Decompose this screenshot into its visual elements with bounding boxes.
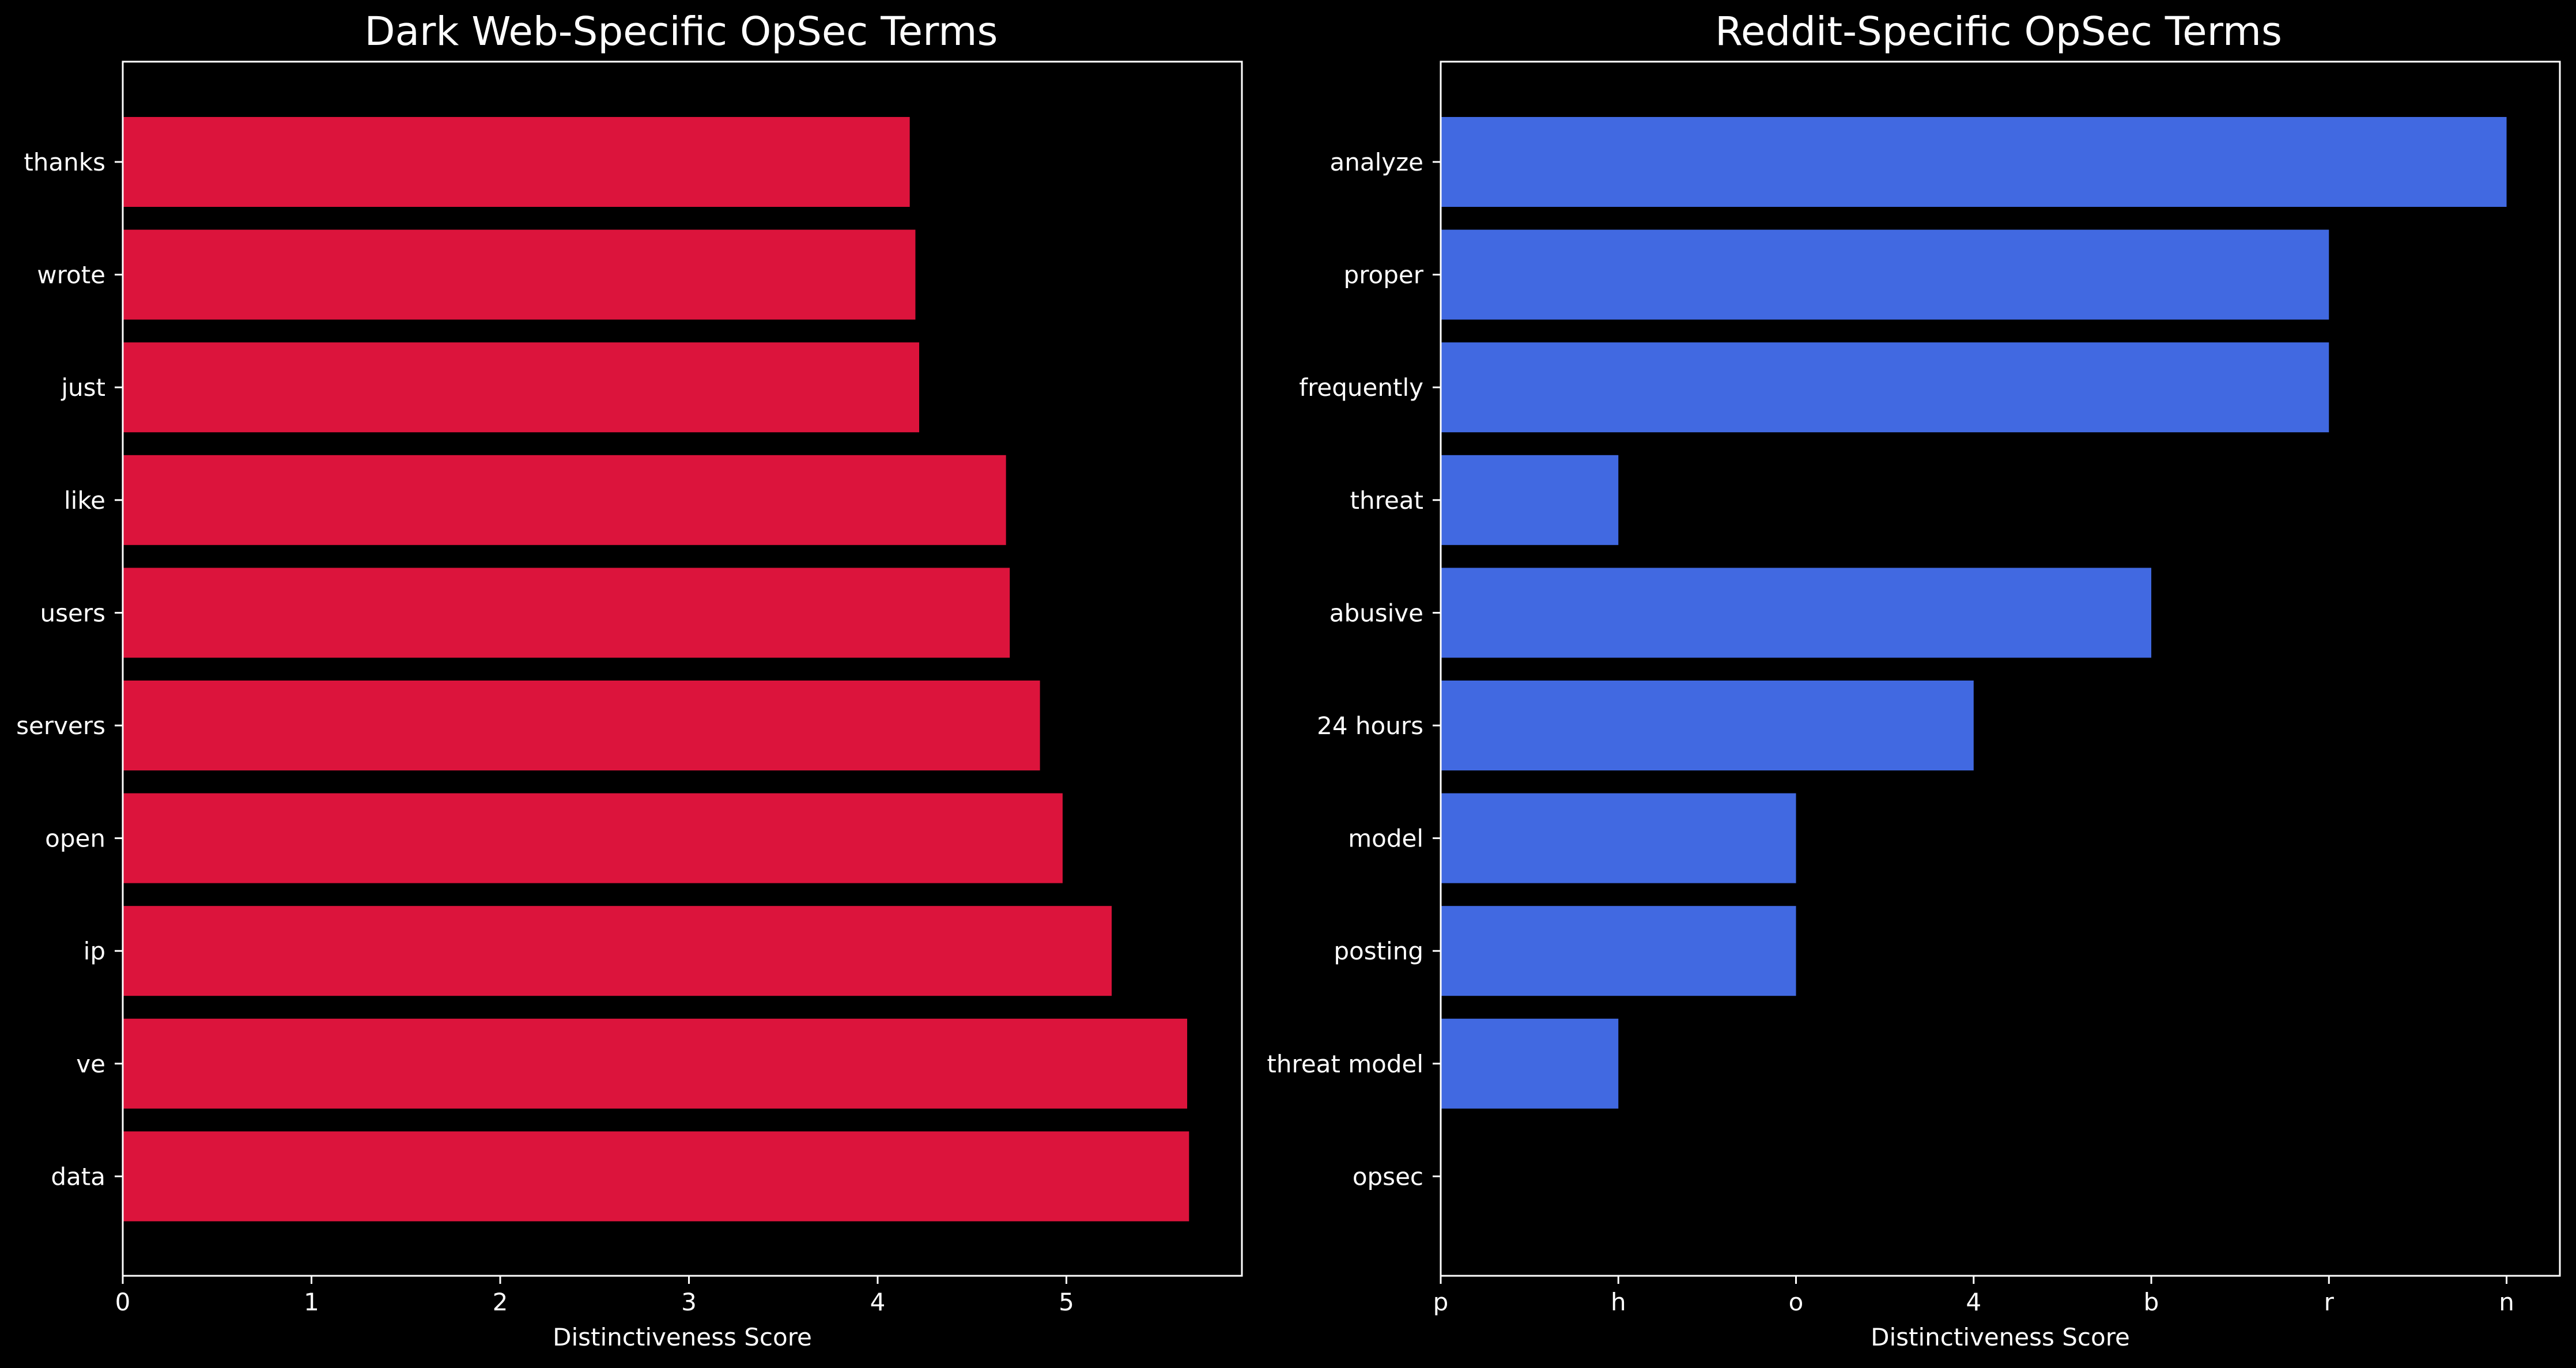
reddit-y-tick-label-5: 24 hours [1317, 712, 1423, 740]
reddit-x-tick-label-0: p [1433, 1288, 1449, 1316]
reddit-bar-6 [1441, 793, 1796, 883]
reddit-y-tick-label-3: threat [1350, 486, 1423, 515]
dark-web-y-tick-label-0: thanks [24, 148, 105, 176]
dark-web-chart: Dark Web-Specific OpSec Terms thanks wrot… [16, 9, 1243, 1351]
dark-web-y-tick-label-5: servers [16, 712, 105, 740]
reddit-x-tick-label-2: o [1789, 1288, 1804, 1316]
reddit-x-tick-label-5: r [2324, 1288, 2335, 1316]
reddit-y-tick-label-8: threat model [1267, 1050, 1423, 1078]
dark-web-bar-5 [123, 681, 1040, 770]
reddit-bar-7 [1441, 906, 1796, 996]
reddit-y-tick-label-7: posting [1334, 937, 1423, 965]
reddit-bar-2 [1441, 342, 2329, 433]
dark-web-x-tick-label-5: 5 [1059, 1288, 1074, 1316]
dark-web-y-tick-label-8: ve [76, 1050, 105, 1078]
dark-web-y-tick-label-3: like [64, 486, 105, 515]
dark-web-y-tick-label-2: just [61, 373, 105, 402]
reddit-y-ticks: analyze proper frequently threat abusive 24 h… [1267, 148, 1441, 1191]
reddit-bars [1441, 117, 2507, 1109]
reddit-y-tick-label-9: opsec [1353, 1162, 1423, 1191]
dark-web-y-tick-label-6: open [45, 825, 105, 853]
dark-web-bar-4 [123, 568, 1010, 658]
reddit-bar-8 [1441, 1018, 1619, 1109]
reddit-x-tick-label-1: h [1611, 1288, 1626, 1316]
dark-web-bar-6 [123, 793, 1063, 883]
reddit-x-tick-label-3: 4 [1966, 1288, 1981, 1316]
reddit-y-tick-label-4: abusive [1329, 599, 1423, 627]
reddit-bar-0 [1441, 117, 2507, 207]
dark-web-bar-9 [123, 1131, 1189, 1222]
dark-web-y-tick-label-9: data [51, 1162, 105, 1191]
reddit-chart: Reddit-Specific OpSec Terms analyze prope… [1267, 9, 2561, 1351]
dark-web-bar-7 [123, 906, 1112, 996]
dark-web-y-tick-label-4: users [40, 599, 106, 627]
reddit-bar-4 [1441, 568, 2152, 658]
dark-web-y-ticks: thanks wrote just like users servers open ip ve d… [16, 148, 123, 1191]
reddit-y-tick-label-2: frequently [1299, 373, 1423, 402]
reddit-bar-5 [1441, 681, 1974, 770]
dark-web-x-tick-label-1: 1 [304, 1288, 319, 1316]
dark-web-y-tick-label-1: wrote [37, 261, 105, 289]
dark-web-y-tick-label-7: ip [84, 937, 105, 965]
reddit-x-tick-label-6: n [2499, 1288, 2514, 1316]
dark-web-bar-3 [123, 455, 1006, 545]
dark-web-x-tick-label-3: 3 [681, 1288, 697, 1316]
dark-web-bar-1 [123, 229, 916, 320]
dark-web-x-tick-label-2: 2 [493, 1288, 508, 1316]
reddit-y-tick-label-0: analyze [1329, 148, 1423, 176]
dark-web-bars [123, 117, 1189, 1222]
reddit-plot-frame [1440, 61, 2561, 1277]
reddit-x-ticks: p h o 4 b r n [1433, 1276, 2514, 1316]
reddit-y-tick-label-1: proper [1344, 261, 1424, 289]
dark-web-x-tick-label-4: 4 [870, 1288, 886, 1316]
reddit-chart-title: Reddit-Specific OpSec Terms [1715, 9, 2282, 55]
reddit-x-tick-label-4: b [2144, 1288, 2159, 1316]
dark-web-x-tick-label-0: 0 [115, 1288, 131, 1316]
reddit-x-axis-label: Distinctiveness Score [1871, 1323, 2130, 1351]
dark-web-bar-0 [123, 117, 910, 207]
dark-web-bar-2 [123, 342, 919, 433]
dark-web-x-ticks: 0 1 2 3 4 5 [115, 1276, 1074, 1316]
reddit-y-tick-label-6: model [1348, 825, 1423, 853]
dark-web-x-axis-label: Distinctiveness Score [553, 1323, 812, 1351]
dark-web-chart-title: Dark Web-Specific OpSec Terms [365, 9, 998, 55]
dark-web-bar-8 [123, 1018, 1188, 1109]
reddit-bar-1 [1441, 229, 2329, 320]
dark-web-plot-frame [122, 61, 1243, 1277]
reddit-bar-3 [1441, 455, 1619, 545]
